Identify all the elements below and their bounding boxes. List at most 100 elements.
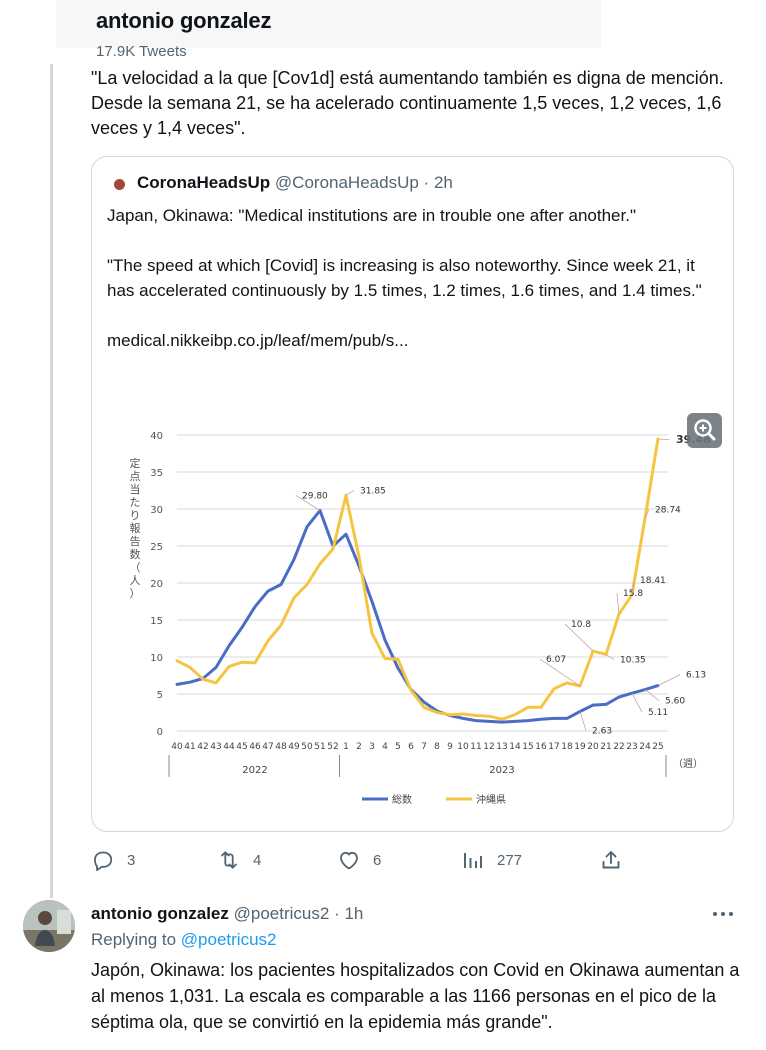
replying-to-handle[interactable]: @poetricus2 [180, 930, 277, 949]
x-tick-label: 9 [447, 742, 453, 752]
data-label: 6.07 [546, 655, 566, 665]
profile-header [56, 0, 601, 48]
y-tick-label: 5 [157, 690, 163, 701]
retweet-count: 4 [253, 851, 262, 869]
x-tick-label: 19 [574, 742, 586, 752]
retweet-button[interactable]: 4 [217, 848, 261, 872]
data-label: 15.8 [623, 589, 643, 599]
x-tick-label: 1 [343, 742, 349, 752]
x-tick-label: 17 [548, 742, 559, 752]
y-tick-label: 15 [150, 616, 163, 627]
quote-author-name[interactable]: CoronaHeadsUp [137, 173, 271, 192]
x-tick-label: 6 [408, 742, 414, 752]
y-axis-title-char: 定 [130, 456, 141, 470]
y-tick-label: 30 [150, 505, 163, 516]
annotation-leader [616, 593, 620, 615]
quote-link[interactable]: medical.nikkeibp.co.jp/leaf/mem/pub/s... [107, 331, 409, 350]
annotation-leader [539, 658, 581, 687]
quote-avatar[interactable] [114, 179, 125, 190]
quote-author-handle[interactable]: @CoronaHeadsUp [274, 173, 419, 192]
annotation-leader [644, 509, 650, 519]
x-tick-label: 25 [652, 742, 663, 752]
zoom-icon [694, 419, 716, 441]
series-line [175, 509, 660, 724]
data-label: 2.63 [592, 727, 612, 737]
x-tick-label: 14 [509, 742, 521, 752]
views-count: 277 [497, 851, 523, 869]
like-icon [340, 851, 358, 870]
y-axis-title-char: （ [130, 561, 141, 574]
x-tick-label: 45 [236, 742, 247, 752]
x-tick-label: 12 [483, 742, 494, 752]
reply-author-handle[interactable]: @poetricus2 [233, 904, 330, 923]
profile-display-name: antonio gonzalez [96, 8, 272, 33]
annotation-leader [644, 689, 660, 701]
annotation-leader [345, 489, 355, 496]
x-tick-label: 22 [613, 742, 624, 752]
x-tick-label: 20 [587, 742, 599, 752]
x-tick-label: 2 [356, 742, 362, 752]
share-icon [602, 851, 620, 869]
annotation-leader [564, 623, 594, 652]
x-tick-label: 43 [210, 742, 221, 752]
reply-button[interactable]: 3 [91, 848, 135, 872]
annotation-leader [631, 579, 635, 595]
y-axis-title-char: 数 [130, 548, 141, 561]
data-label: 28.74 [655, 505, 681, 515]
y-tick-label: 20 [150, 579, 163, 590]
tweet-text: "La velocidad a la que [Cov1d] está aume… [91, 68, 724, 138]
y-axis-title-char: た [130, 496, 141, 509]
y-axis-title-char: 点 [130, 470, 141, 483]
y-tick-label: 25 [150, 542, 163, 553]
reply-author-name[interactable]: antonio gonzalez [91, 904, 229, 923]
x-tick-label: 41 [184, 742, 195, 752]
data-label: 5.11 [648, 708, 668, 718]
y-axis-title-char: 報 [130, 522, 141, 535]
x-tick-label: 48 [275, 742, 287, 752]
reply-separator: · [334, 904, 340, 923]
like-button[interactable]: 6 [337, 848, 381, 872]
retweet-icon [221, 851, 237, 869]
quote-separator: · [423, 173, 430, 192]
annotation-leader [657, 674, 681, 686]
quote-tweet-card[interactable]: CoronaHeadsUp @CoronaHeadsUp · 2h Japan,… [91, 156, 734, 832]
more-options-button[interactable] [711, 904, 735, 929]
replying-to-prefix: Replying to [91, 930, 177, 949]
x-tick-label: 44 [223, 742, 235, 752]
y-axis-title-char: 当 [130, 482, 141, 496]
x-tick-label: 47 [262, 742, 273, 752]
share-button[interactable] [599, 848, 623, 872]
data-label: 6.13 [686, 671, 706, 681]
reply-icon [94, 851, 113, 871]
year-label: 2023 [489, 765, 514, 776]
reply-header: antonio gonzalez @poetricus2 · 1h [91, 904, 363, 924]
data-label: 10.35 [620, 655, 646, 665]
zoom-button[interactable] [687, 413, 722, 448]
y-tick-label: 0 [157, 727, 163, 738]
quote-time[interactable]: 2h [433, 173, 453, 192]
x-tick-label: 52 [327, 742, 338, 752]
x-tick-label: 15 [522, 742, 533, 752]
quote-header: CoronaHeadsUp @CoronaHeadsUp · 2h [137, 173, 453, 193]
views-button[interactable]: 277 [461, 848, 522, 872]
x-tick-label: 51 [314, 742, 325, 752]
x-tick-label: 13 [496, 742, 507, 752]
x-tick-label: 40 [171, 742, 183, 752]
x-tick-label: 23 [626, 742, 637, 752]
y-axis-title-char: ） [130, 587, 141, 600]
y-tick-label: 35 [150, 468, 163, 479]
annotation-leader [631, 692, 643, 713]
quote-paragraph-2: "The speed at which [Covid] is increasin… [107, 256, 702, 300]
series-line [175, 437, 660, 721]
views-icon [464, 853, 482, 868]
reply-avatar[interactable] [23, 900, 75, 952]
data-label: 5.60 [665, 697, 685, 707]
data-label: 31.85 [360, 486, 386, 496]
x-tick-label: 3 [369, 742, 375, 752]
chart-image[interactable]: 0 5 10 15 20 25 30 35 40 定点当たり報告数（人） 40 41 42 43 44 45 4… [107, 407, 727, 817]
reply-count: 3 [127, 851, 136, 869]
reply-time[interactable]: 1h [344, 904, 364, 923]
x-axis-unit: （週） [673, 758, 703, 770]
replying-to: Replying to @poetricus2 [91, 930, 277, 950]
